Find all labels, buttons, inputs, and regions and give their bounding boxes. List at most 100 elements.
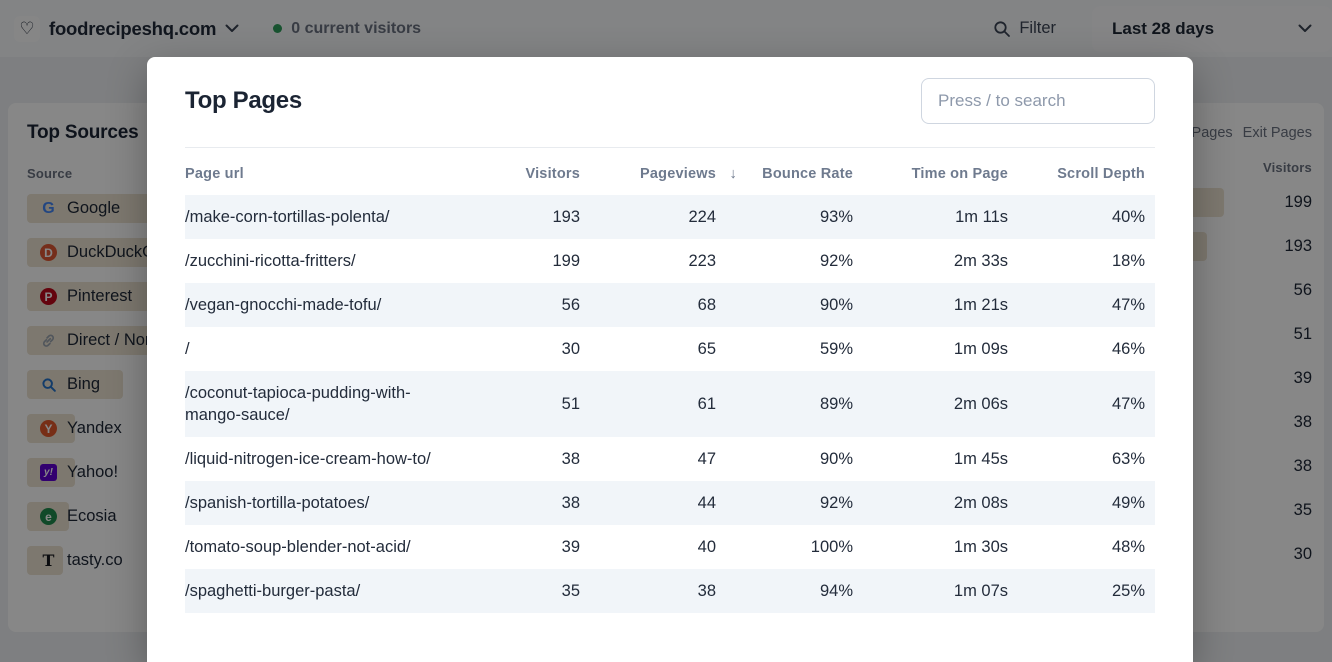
cell-pageviews: 44 — [697, 494, 716, 512]
table-row[interactable]: /coconut-tapioca-pudding-with-mango-sauc… — [185, 371, 1155, 437]
page-visitors-value: 56 — [1293, 281, 1312, 299]
visitors-column-label: Visitors — [1262, 160, 1312, 175]
cell-pageviews: 61 — [697, 395, 716, 413]
table-row[interactable]: /spaghetti-burger-pasta/ 35 38 94% 1m 07… — [185, 569, 1155, 613]
current-visitors[interactable]: 0 current visitors — [273, 20, 421, 38]
cell-time-on-page: 1m 30s — [953, 538, 1008, 556]
cell-pageviews: 223 — [688, 252, 716, 270]
source-list-item[interactable]: e Ecosia — [27, 502, 629, 531]
cell-visitors: 193 — [552, 208, 580, 226]
source-list-item[interactable]: T tasty.co — [27, 546, 629, 575]
chevron-down-icon — [1298, 24, 1312, 33]
source-list-item[interactable]: y! Yahoo! — [27, 458, 629, 487]
cell-time-on-page: 2m 08s — [953, 494, 1008, 512]
header-page-url[interactable]: Page url — [185, 166, 244, 182]
cell-bounce-rate: 59% — [819, 340, 853, 358]
cell-scroll-depth: 46% — [1111, 340, 1145, 358]
pages-table-body: /make-corn-tortillas-polenta/ 193 224 93… — [185, 195, 1155, 613]
cell-page-url[interactable]: / — [185, 340, 190, 358]
cell-pageviews: 38 — [697, 582, 716, 600]
header-scroll-depth[interactable]: Scroll Depth — [1057, 166, 1145, 182]
pages-card-tabs: Pages Exit Pages — [680, 125, 1312, 141]
cell-scroll-depth: 47% — [1111, 395, 1145, 413]
page-visitors-value: 38 — [1293, 413, 1312, 431]
link-icon — [40, 332, 57, 349]
page-visitors-value: 39 — [1293, 369, 1312, 387]
cell-time-on-page: 1m 45s — [953, 450, 1008, 468]
header-visitors[interactable]: Visitors — [525, 166, 580, 182]
cell-page-url[interactable]: /vegan-gnocchi-made-tofu/ — [185, 296, 382, 314]
site-switcher[interactable]: ♡ foodrecipeshq.com — [14, 15, 239, 42]
table-row[interactable]: /spanish-tortilla-potatoes/ 38 44 92% 2m… — [185, 481, 1155, 525]
chevron-down-icon — [225, 24, 239, 33]
tasty-icon: T — [42, 550, 55, 570]
cell-scroll-depth: 18% — [1111, 252, 1145, 270]
source-list-item[interactable]: Bing — [27, 370, 629, 399]
header-time-on-page[interactable]: Time on Page — [911, 166, 1008, 182]
table-row[interactable]: /liquid-nitrogen-ice-cream-how-to/ 38 47… — [185, 437, 1155, 481]
top-pages-modal: Top Pages Page url Visitors Pageviews↓ B… — [147, 57, 1193, 662]
cell-bounce-rate: 100% — [810, 538, 853, 556]
site-name: foodrecipeshq.com — [49, 17, 217, 39]
tab-exit-pages[interactable]: Exit Pages — [1242, 125, 1312, 141]
sources-card-title: Top Sources — [27, 122, 139, 143]
filter-button[interactable]: Filter — [993, 19, 1056, 38]
ecosia-icon: e — [40, 508, 57, 525]
source-name: Bing — [67, 375, 101, 393]
cell-visitors: 39 — [561, 538, 580, 556]
source-column-label: Source — [27, 166, 73, 181]
duckduckgo-icon: D — [40, 244, 57, 261]
cell-page-url[interactable]: /zucchini-ricotta-fritters/ — [185, 252, 356, 270]
cell-pageviews: 40 — [697, 538, 716, 556]
modal-title: Top Pages — [185, 87, 302, 114]
cell-bounce-rate: 89% — [819, 395, 853, 413]
table-row[interactable]: / 30 65 59% 1m 09s 46% — [185, 327, 1155, 371]
source-list-item[interactable]: Y Yandex — [27, 414, 629, 443]
cell-page-url[interactable]: /coconut-tapioca-pudding-with-mango-sauc… — [185, 384, 411, 424]
cell-page-url[interactable]: /make-corn-tortillas-polenta/ — [185, 208, 390, 226]
bing-search-icon — [40, 376, 57, 393]
cell-page-url[interactable]: /tomato-soup-blender-not-acid/ — [185, 538, 411, 556]
cell-bounce-rate: 90% — [819, 450, 853, 468]
table-row[interactable]: /tomato-soup-blender-not-acid/ 39 40 100… — [185, 525, 1155, 569]
cell-pageviews: 224 — [688, 208, 716, 226]
cell-time-on-page: 1m 11s — [955, 208, 1008, 226]
table-row[interactable]: /zucchini-ricotta-fritters/ 199 223 92% … — [185, 239, 1155, 283]
source-name: Yahoo! — [67, 463, 119, 481]
date-range-picker[interactable]: Last 28 days — [1092, 5, 1332, 52]
cell-scroll-depth: 25% — [1111, 582, 1145, 600]
header-pageviews[interactable]: Pageviews ↓ — [640, 166, 737, 182]
tab-pages[interactable]: Pages — [1191, 125, 1233, 141]
table-row[interactable]: /vegan-gnocchi-made-tofu/ 56 68 90% 1m 2… — [185, 283, 1155, 327]
cell-visitors: 51 — [561, 395, 580, 413]
sort-desc-icon: ↓ — [729, 166, 737, 182]
page-visitors-value: 35 — [1293, 501, 1312, 519]
source-name: Direct / None — [67, 331, 164, 349]
cell-page-url[interactable]: /spanish-tortilla-potatoes/ — [185, 494, 370, 512]
cell-page-url[interactable]: /liquid-nitrogen-ice-cream-how-to/ — [185, 450, 431, 468]
table-row[interactable]: /make-corn-tortillas-polenta/ 193 224 93… — [185, 195, 1155, 239]
cell-bounce-rate: 92% — [819, 252, 853, 270]
search-input[interactable] — [921, 78, 1155, 124]
cell-time-on-page: 1m 21s — [953, 296, 1008, 314]
source-name: Pinterest — [67, 287, 133, 305]
cell-visitors: 56 — [561, 296, 580, 314]
date-range-label: Last 28 days — [1112, 18, 1215, 38]
cell-time-on-page: 1m 09s — [953, 340, 1008, 358]
divider — [185, 147, 1155, 148]
page-visitors-value: 30 — [1293, 545, 1312, 563]
cell-bounce-rate: 90% — [819, 296, 853, 314]
yandex-icon: Y — [40, 420, 57, 437]
source-name: Yandex — [67, 419, 122, 437]
header-bounce-rate[interactable]: Bounce Rate — [762, 166, 853, 182]
cell-pageviews: 65 — [697, 340, 716, 358]
cell-pageviews: 47 — [697, 450, 716, 468]
search-icon — [993, 20, 1011, 38]
table-header-row: Page url Visitors Pageviews ↓ Bounce Rate… — [185, 148, 1155, 195]
yahoo-icon: y! — [40, 464, 57, 481]
cell-page-url[interactable]: /spaghetti-burger-pasta/ — [185, 582, 361, 600]
cell-bounce-rate: 94% — [819, 582, 853, 600]
source-name: Ecosia — [67, 507, 117, 525]
filter-label: Filter — [1019, 19, 1056, 37]
